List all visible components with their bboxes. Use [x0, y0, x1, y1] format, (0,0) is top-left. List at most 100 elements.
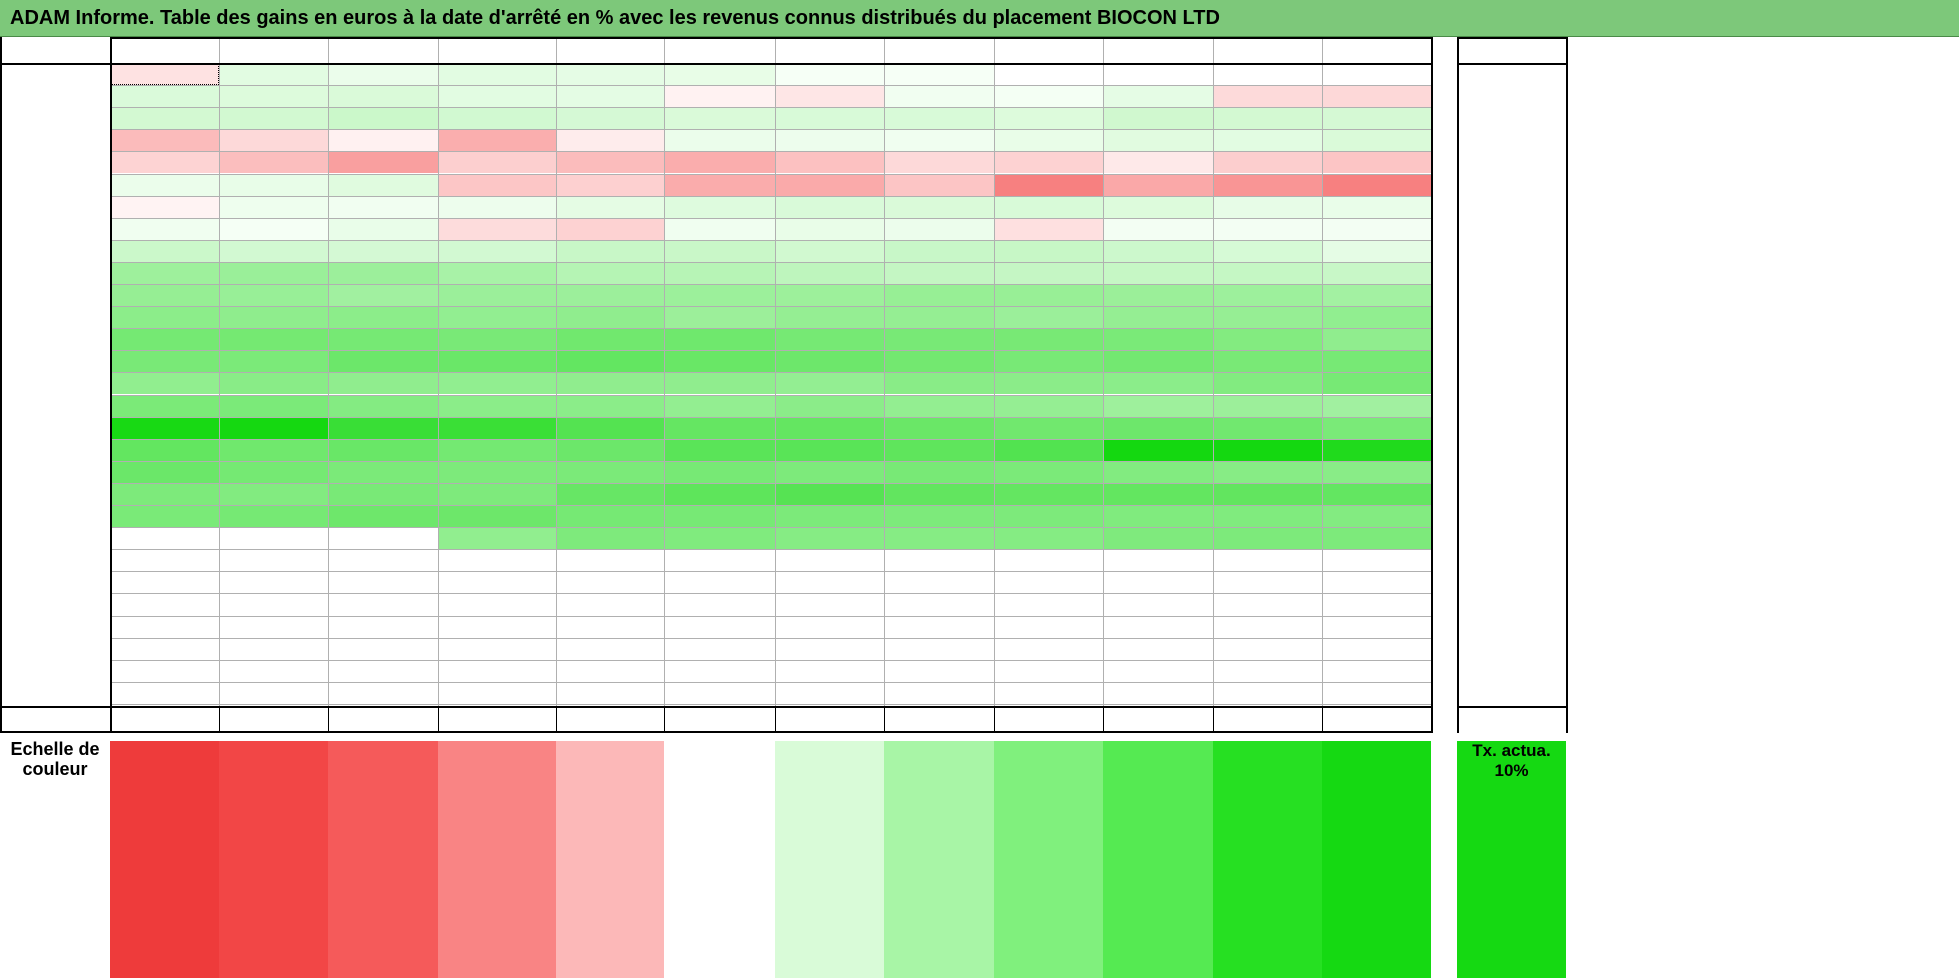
value-cell: [884, 284, 994, 307]
table-border: [884, 706, 885, 731]
value-cell: [438, 129, 556, 152]
value-cell: [994, 239, 1103, 262]
value-cell: [664, 549, 775, 572]
month-header-9: [994, 37, 1103, 63]
grid-line: [219, 37, 220, 706]
grid-line: [110, 107, 1431, 108]
grid-line: [110, 660, 1431, 661]
value-cell: [1213, 173, 1322, 196]
value-cell: [775, 129, 884, 152]
value-cell: [328, 107, 438, 130]
value-cell: [1103, 372, 1213, 395]
value-cell: [328, 195, 438, 218]
grid-line: [328, 37, 329, 706]
value-cell: [328, 261, 438, 284]
table-border: [0, 37, 2, 733]
value-cell: [110, 328, 219, 351]
value-cell: [884, 261, 994, 284]
month-header-7: [775, 37, 884, 63]
year-label: [0, 372, 110, 394]
value-cell: [884, 151, 994, 174]
tx-actuariel-cell: [1457, 505, 1566, 527]
value-cell: [438, 505, 556, 528]
table-border: [775, 706, 776, 731]
tx-actuariel-cell: [1457, 483, 1566, 505]
value-cell: [438, 107, 556, 130]
value-cell: [438, 482, 556, 505]
value-cell: [1322, 505, 1431, 528]
value-cell: [438, 637, 556, 660]
grid-line: [110, 549, 1431, 550]
value-cell: [110, 173, 219, 196]
table-border: [438, 706, 439, 731]
value-cell: [884, 63, 994, 86]
value-cell: [884, 306, 994, 329]
value-cell: [775, 350, 884, 373]
value-cell: [556, 549, 664, 572]
value-cell: [1322, 460, 1431, 483]
year-label: [0, 417, 110, 439]
month-header-1: [110, 37, 219, 63]
value-cell: [1213, 151, 1322, 174]
grid-line: [110, 328, 1431, 329]
month-header-2: [219, 37, 328, 63]
value-cell: [328, 306, 438, 329]
footer-tx-actuariel: [1457, 706, 1566, 731]
value-cell: [219, 681, 328, 704]
value-cell: [438, 217, 556, 240]
scale-tx-actuariel: Tx. actua. 10%: [1457, 741, 1566, 978]
month-header-12: [1322, 37, 1431, 63]
value-cell: [556, 372, 664, 395]
grid-line: [110, 240, 1431, 241]
value-cell: [884, 637, 994, 660]
footer-value: [219, 706, 328, 731]
footer-value: [884, 706, 994, 731]
year-label: [0, 240, 110, 262]
value-cell: [328, 173, 438, 196]
grid-line: [1213, 37, 1214, 706]
value-cell: [328, 129, 438, 152]
value-cell: [664, 261, 775, 284]
value-cell: [664, 328, 775, 351]
value-cell: [328, 416, 438, 439]
value-cell: [328, 217, 438, 240]
value-cell: [556, 394, 664, 417]
value-cell: [884, 350, 994, 373]
value-cell: [1213, 63, 1322, 86]
footer-label: [0, 706, 110, 731]
year-label: [0, 571, 110, 593]
value-cell: [219, 482, 328, 505]
value-cell: [664, 151, 775, 174]
grid-line: [110, 593, 1431, 594]
value-cell: [328, 615, 438, 638]
value-cell: [664, 416, 775, 439]
value-cell: [994, 394, 1103, 417]
value-cell: [556, 306, 664, 329]
value-cell: [328, 350, 438, 373]
value-cell: [994, 460, 1103, 483]
value-cell: [328, 63, 438, 86]
value-cell: [775, 85, 884, 108]
month-header-6: [664, 37, 775, 63]
footer-value: [328, 706, 438, 731]
value-cell: [1322, 173, 1431, 196]
value-cell: [328, 549, 438, 572]
value-cell: [556, 593, 664, 616]
value-cell: [884, 394, 994, 417]
value-cell: [1103, 261, 1213, 284]
value-cell: [438, 416, 556, 439]
value-cell: [219, 527, 328, 550]
value-cell: [438, 372, 556, 395]
value-cell: [110, 394, 219, 417]
value-cell: [884, 593, 994, 616]
value-cell: [994, 482, 1103, 505]
value-cell: [219, 460, 328, 483]
value-cell: [664, 306, 775, 329]
value-cell: [994, 549, 1103, 572]
grid-line: [110, 262, 1431, 263]
value-cell: [110, 129, 219, 152]
value-cell: [219, 195, 328, 218]
value-cell: [994, 659, 1103, 682]
value-cell: [556, 63, 664, 86]
value-cell: [664, 173, 775, 196]
